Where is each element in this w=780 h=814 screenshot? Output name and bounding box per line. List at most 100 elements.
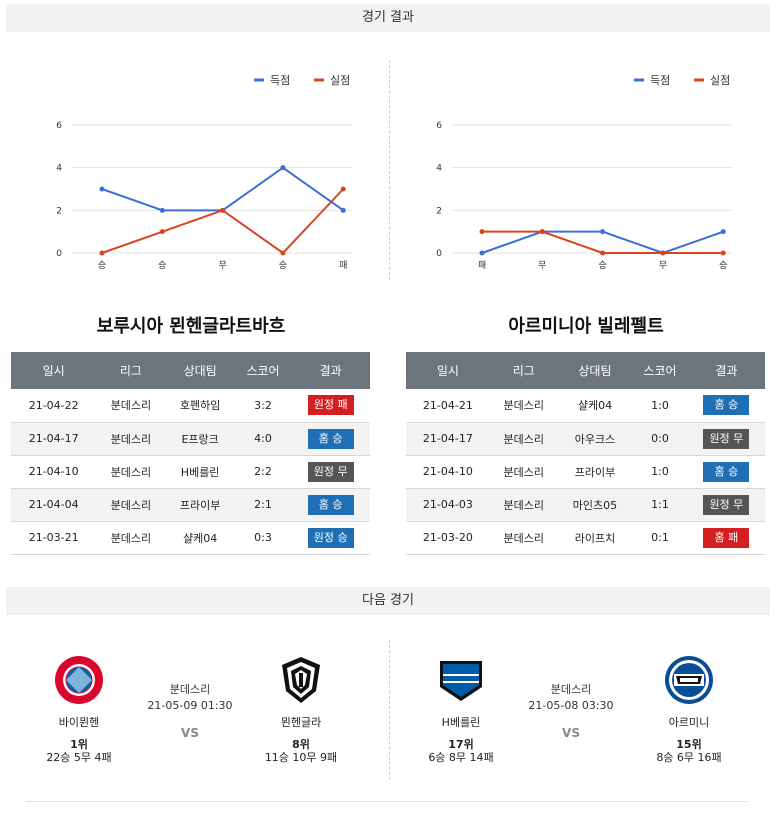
result-badge: 홈 승 — [307, 428, 354, 449]
cell-result: 원정 승 — [291, 521, 370, 555]
next-match-right: H베를린 17위 6승 8무 14패 분데스리 21-05-08 03:30 V… — [390, 655, 770, 765]
cell-league: 분데스리 — [96, 389, 166, 423]
result-badge: 홈 패 — [703, 527, 750, 548]
result-badge: 원정 패 — [307, 395, 354, 416]
gladbach-logo-icon — [282, 657, 320, 703]
team-title-right: 아르미니아 빌레펠트 — [508, 316, 664, 337]
cell-date: 21-04-10 — [11, 455, 97, 489]
match-league: 분데스리 — [550, 683, 592, 696]
cell-league: 분데스리 — [489, 521, 558, 555]
data-point — [479, 250, 485, 256]
away-team-record: 11승 10무 9패 — [264, 751, 338, 764]
table-header-row: 일시 리그 상대팀 스코어 결과 — [406, 352, 765, 389]
home-team-name: H베를린 — [441, 716, 481, 729]
cell-league: 분데스리 — [96, 455, 166, 489]
header-result: 결과 — [687, 352, 765, 389]
data-point — [600, 229, 606, 235]
table-row: 21-04-04 분데스리 프라이부 2:1 홈 승 — [11, 488, 370, 522]
cell-opponent: 샬케04 — [165, 521, 235, 555]
cell-opponent: E프랑크 — [165, 422, 235, 456]
legend-label-scored: 득점 — [650, 74, 670, 87]
hertha-logo-icon — [440, 661, 482, 701]
cell-date: 21-04-10 — [406, 455, 490, 489]
table-row: 21-04-03 분데스리 마인츠05 1:1 원정 무 — [406, 488, 765, 522]
cell-league: 분데스리 — [96, 488, 166, 522]
x-tick-label: 승 — [279, 260, 287, 271]
result-badge: 원정 무 — [703, 494, 750, 515]
away-team[interactable]: 아르미니 15위 8승 6무 16패 — [634, 655, 744, 764]
header-score: 스코어 — [632, 352, 688, 389]
data-point — [720, 250, 726, 256]
cell-result: 원정 패 — [291, 389, 370, 423]
x-tick-label: 무 — [218, 260, 226, 271]
y-tick-label: 0 — [56, 249, 62, 259]
cell-date: 21-04-03 — [406, 488, 490, 522]
cell-result: 원정 무 — [687, 422, 765, 456]
table-header-row: 일시 리그 상대팀 스코어 결과 — [11, 352, 370, 389]
y-tick-label: 4 — [56, 164, 62, 174]
vs-label: VS — [181, 726, 199, 740]
x-tick-label: 승 — [719, 260, 727, 271]
cell-opponent: 프라이부 — [165, 488, 235, 522]
home-team-rank: 17위 — [448, 738, 474, 751]
recent-form-chart-right: 0 2 4 6 패 무 승 무 승 득점 실점 — [436, 74, 732, 271]
header-result: 결과 — [291, 352, 370, 389]
header-league: 리그 — [96, 352, 166, 389]
table-row: 21-04-17 분데스리 아우크스 0:0 원정 무 — [406, 422, 765, 456]
data-point — [340, 207, 346, 213]
home-team-record: 22승 5무 4패 — [46, 751, 112, 764]
y-tick-label: 4 — [436, 164, 442, 174]
y-tick-label: 0 — [436, 249, 442, 259]
cell-score: 1:0 — [632, 389, 688, 423]
home-team[interactable]: H베를린 17위 6승 8무 14패 — [406, 655, 516, 764]
data-point — [99, 186, 105, 192]
y-tick-label: 2 — [56, 206, 62, 216]
away-team-rank: 15위 — [676, 738, 702, 751]
cell-date: 21-04-17 — [11, 422, 97, 456]
cell-score: 2:2 — [234, 455, 292, 489]
table-row: 21-04-10 분데스리 H베를린 2:2 원정 무 — [11, 455, 370, 489]
x-tick-label: 무 — [538, 260, 546, 271]
data-point — [159, 207, 165, 213]
result-badge: 원정 승 — [307, 527, 354, 548]
cell-opponent: H베를린 — [165, 455, 235, 489]
away-team[interactable]: 묀헨글라 8위 11승 10무 9패 — [246, 655, 356, 764]
data-point — [220, 207, 226, 213]
cell-opponent: 프라이부 — [557, 455, 633, 489]
vertical-divider-top — [389, 60, 390, 280]
series-line-scored — [101, 166, 344, 212]
results-table-left: 일시 리그 상대팀 스코어 결과 21-04-22 분데스리 호펜하임 3:2 원정 패… — [11, 352, 370, 555]
cell-date: 21-03-21 — [11, 521, 97, 555]
result-badge: 홈 승 — [703, 395, 750, 416]
y-tick-label: 6 — [436, 121, 442, 131]
cell-opponent: 라이프치 — [557, 521, 633, 555]
cell-league: 분데스리 — [96, 521, 166, 555]
team-title-left: 보루시아 묀헨글라트바흐 — [96, 316, 286, 337]
cell-opponent: 샬케04 — [557, 389, 633, 423]
away-team-record: 8승 6무 16패 — [656, 751, 722, 764]
x-tick-label: 승 — [98, 260, 106, 271]
cell-league: 분데스리 — [489, 455, 558, 489]
table-row: 21-04-21 분데스리 샬케04 1:0 홈 승 — [406, 389, 765, 423]
cell-opponent: 마인츠05 — [557, 488, 633, 522]
y-tick-label: 2 — [436, 206, 442, 216]
data-point — [280, 250, 286, 256]
match-time: 21-05-09 01:30 — [147, 699, 233, 712]
cell-league: 분데스리 — [489, 389, 558, 423]
cell-league: 분데스리 — [96, 422, 166, 456]
home-team[interactable]: 바이뮌헨 1위 22승 5무 4패 — [24, 655, 134, 764]
cell-score: 0:0 — [632, 422, 688, 456]
match-time: 21-05-08 03:30 — [528, 699, 614, 712]
cell-date: 21-04-17 — [406, 422, 490, 456]
cell-score: 4:0 — [234, 422, 292, 456]
data-point — [660, 250, 666, 256]
data-point — [720, 229, 726, 235]
cell-date: 21-03-20 — [406, 521, 490, 555]
data-point — [280, 165, 286, 171]
table-row: 21-04-22 분데스리 호펜하임 3:2 원정 패 — [11, 389, 370, 423]
home-team-rank: 1위 — [70, 738, 88, 751]
legend-label-conceded: 실점 — [710, 74, 730, 87]
cell-score: 1:1 — [632, 488, 688, 522]
x-tick-label: 패 — [478, 260, 486, 271]
recent-form-chart-left: 0 2 4 6 승 승 무 승 패 득점 실점 — [56, 74, 352, 271]
